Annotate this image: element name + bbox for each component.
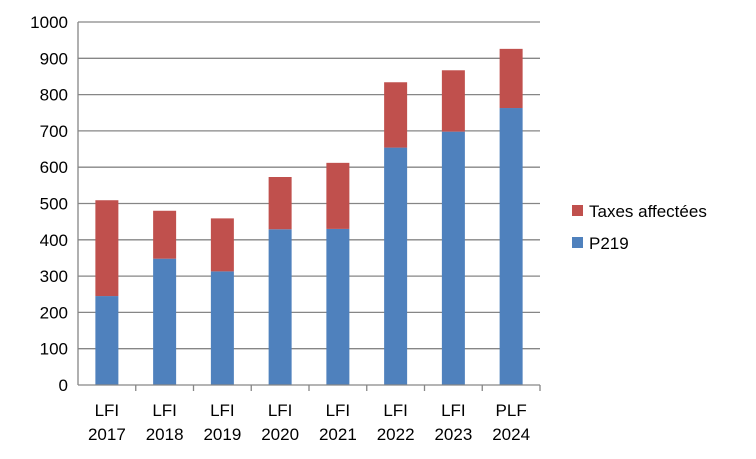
x-tick-label: LFI [268,401,293,420]
bar-taxes-affect-es [210,218,234,272]
bar-taxes-affect-es [153,210,177,259]
x-tick-label: 2022 [377,425,415,444]
legend-label: P219 [589,234,629,253]
bar-taxes-affect-es [499,48,523,109]
bar-p219 [268,229,292,385]
x-tick-label: 2020 [261,425,299,444]
x-tick-label: LFI [210,401,235,420]
bar-p219 [441,131,465,385]
y-tick-label: 800 [40,86,68,105]
bar-p219 [210,271,234,385]
x-tick-label: PLF [496,401,527,420]
y-tick-label: 600 [40,158,68,177]
x-tick-label: LFI [383,401,408,420]
y-tick-label: 0 [59,376,68,395]
x-tick-label: 2023 [434,425,472,444]
x-tick-label: LFI [441,401,466,420]
bar-p219 [153,258,177,385]
y-tick-label: 500 [40,195,68,214]
x-tick-label: LFI [326,401,351,420]
x-tick-label: 2019 [203,425,241,444]
bar-p219 [384,147,408,385]
x-tick-label: 2021 [319,425,357,444]
y-tick-label: 200 [40,303,68,322]
y-tick-label: 300 [40,267,68,286]
y-tick-label: 1000 [30,13,68,32]
y-tick-label: 100 [40,340,68,359]
x-tick-label: LFI [152,401,177,420]
legend-swatch [572,205,583,216]
x-tick-label: LFI [95,401,120,420]
bar-p219 [499,108,523,385]
y-tick-label: 700 [40,122,68,141]
x-tick-label: 2017 [88,425,126,444]
bar-p219 [95,296,119,385]
x-tick-label: 2018 [146,425,184,444]
y-tick-label: 900 [40,49,68,68]
legend-label: Taxes affectées [589,202,707,221]
bar-taxes-affect-es [326,162,350,229]
bar-taxes-affect-es [95,200,119,297]
bar-p219 [326,228,350,385]
y-tick-label: 400 [40,231,68,250]
x-tick-label: 2024 [492,425,530,444]
bar-taxes-affect-es [268,177,292,230]
bar-taxes-affect-es [384,82,408,148]
bar-taxes-affect-es [441,70,465,132]
legend-swatch [572,237,583,248]
